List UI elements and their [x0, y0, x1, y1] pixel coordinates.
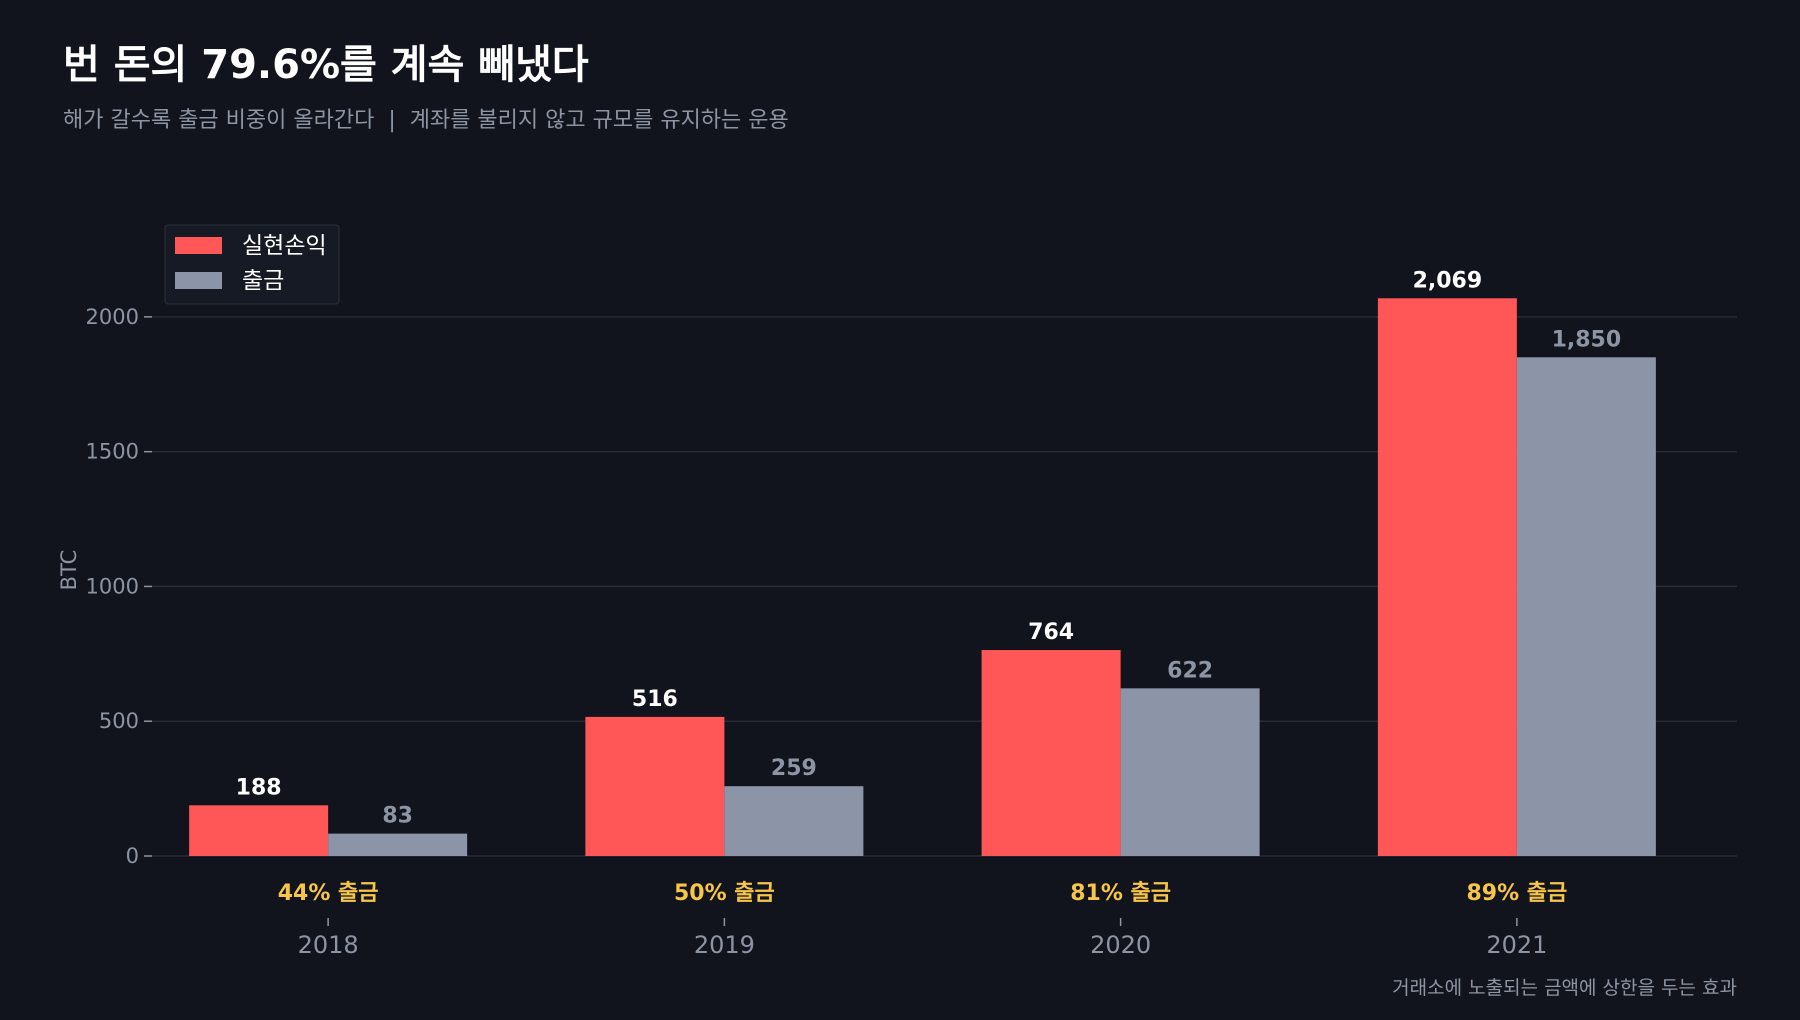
value-label-withdraw: 83	[382, 804, 413, 829]
bars	[189, 298, 1656, 857]
value-label-profit: 516	[632, 687, 678, 712]
x-axis: 2018 2019 2020 2021	[298, 918, 1547, 959]
y-axis: 0 500 1000 1500 2000	[86, 305, 152, 868]
bar-profit	[1377, 298, 1517, 857]
legend-swatch-profit	[175, 237, 222, 254]
ratio-label: 44% 출금	[278, 881, 379, 906]
x-tick-label: 2021	[1486, 931, 1547, 959]
x-tick-label: 2018	[298, 931, 359, 959]
legend-swatch-withdraw	[175, 272, 222, 289]
y-axis-label: BTC	[57, 550, 81, 591]
y-tick-label: 1000	[86, 574, 139, 598]
x-tick-label: 2019	[694, 931, 755, 959]
legend: 실현손익 출금	[164, 224, 340, 305]
bar-withdraw	[328, 833, 468, 856]
x-tick-label: 2020	[1090, 931, 1151, 959]
chart-subtitle: 해가 갈수록 출금 비중이 올라간다 | 계좌를 불리지 않고 규모를 유지하는…	[63, 108, 789, 133]
legend-label-withdraw: 출금	[242, 268, 284, 294]
y-tick-label: 1500	[86, 440, 139, 464]
bar-profit	[981, 650, 1121, 856]
footnote: 거래소에 노출되는 금액에 상한을 두는 효과	[1392, 977, 1737, 999]
y-tick-label: 0	[126, 844, 139, 868]
value-label-profit: 764	[1028, 620, 1074, 645]
y-tick-label: 500	[99, 709, 139, 733]
value-label-withdraw: 622	[1167, 658, 1213, 683]
value-label-withdraw: 1,850	[1552, 327, 1622, 352]
bar-withdraw	[1516, 357, 1656, 856]
bar-withdraw	[724, 786, 864, 856]
chart-title: 번 돈의 79.6%를 계속 빼냈다	[63, 42, 589, 88]
bar-withdraw	[1120, 688, 1260, 856]
value-label-profit: 188	[236, 775, 282, 800]
y-tick-label: 2000	[86, 305, 139, 329]
ratio-label: 89% 출금	[1466, 881, 1567, 906]
ratio-label: 81% 출금	[1070, 881, 1171, 906]
bar-profit	[585, 716, 725, 856]
legend-label-profit: 실현손익	[242, 233, 327, 259]
bar-value-labels: 188 83 44% 출금 516 259 50% 출금 764 622 81% 출금 2,069…	[236, 268, 1622, 906]
value-label-withdraw: 259	[771, 756, 817, 781]
value-label-profit: 2,069	[1413, 268, 1483, 293]
ratio-label: 50% 출금	[674, 881, 775, 906]
bar-profit	[189, 805, 329, 856]
